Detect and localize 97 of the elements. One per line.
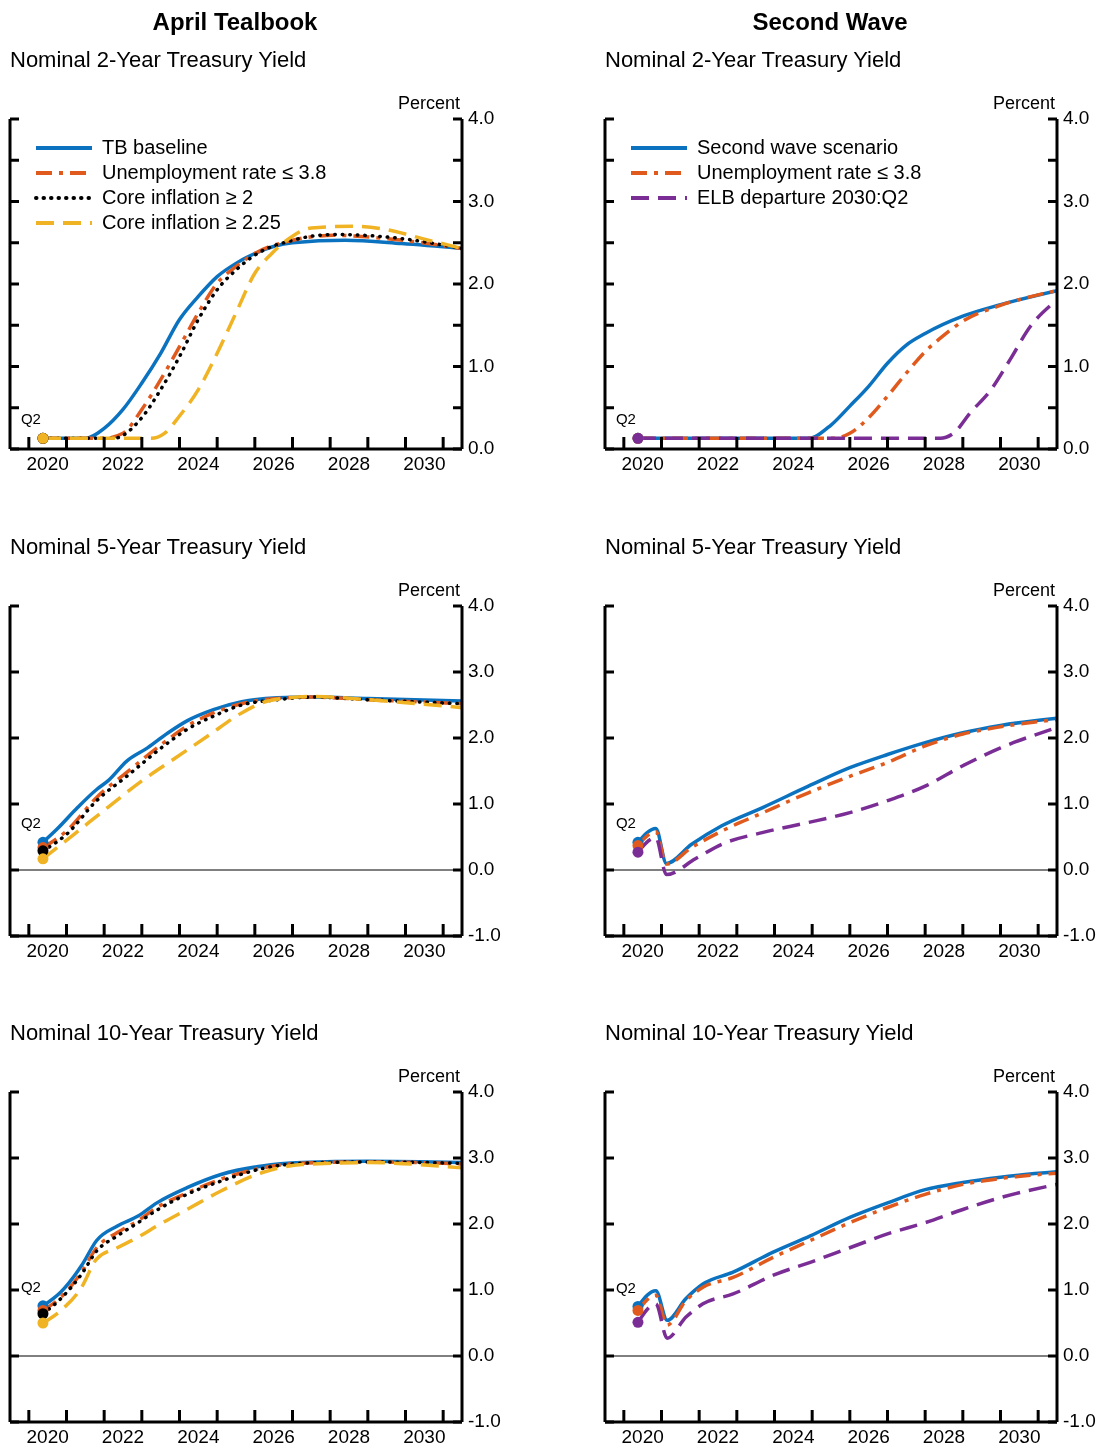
x-tick-label: 2022	[696, 453, 740, 474]
x-tick-label: 2024	[772, 940, 815, 961]
chart-title: Nominal 10-Year Treasury Yield	[605, 1020, 914, 1046]
x-tick-label: 2030	[403, 453, 446, 474]
y-tick-label: -1.0	[468, 1410, 501, 1432]
y-tick-label: -1.0	[1063, 924, 1096, 946]
y-tick-label: 1.0	[1063, 1278, 1090, 1300]
x-tick-label: 2022	[101, 453, 145, 474]
y-tick-label: 1.0	[468, 792, 495, 814]
legend-label: Unemployment rate ≤ 3.8	[697, 160, 922, 185]
chart-title: Nominal 5-Year Treasury Yield	[605, 534, 902, 560]
x-tick-label: 2028	[327, 1426, 371, 1447]
x-tick-label: 2022	[696, 1426, 740, 1447]
x-tick-label: 2024	[177, 453, 220, 474]
x-tick-label: 2020	[26, 1426, 69, 1447]
y-tick-label: 4.0	[1063, 107, 1090, 129]
x-tick-label: 2026	[252, 453, 295, 474]
y-tick-label: 2.0	[1063, 1212, 1090, 1234]
x-tick-label: 2022	[101, 1426, 145, 1447]
x-tick-label: 2024	[772, 1426, 815, 1447]
annotation: Q2	[20, 814, 41, 832]
y-tick-label: 1.0	[1063, 354, 1090, 376]
x-tick-label: 2020	[26, 940, 69, 961]
y-axis-title: Percent	[397, 1066, 460, 1087]
x-tick-label: 2026	[847, 940, 890, 961]
annotation: Q2	[615, 410, 636, 428]
y-tick-label: 1.0	[1063, 792, 1090, 814]
y-axis-title: Percent	[992, 580, 1055, 601]
y-tick-label: 1.0	[468, 1278, 495, 1300]
chart-title: Second Wave	[751, 8, 909, 36]
legend-label: TB baseline	[102, 135, 208, 160]
y-tick-label: 3.0	[1063, 1146, 1090, 1168]
x-tick-label: 2024	[772, 453, 815, 474]
y-tick-label: 0.0	[468, 437, 495, 459]
y-axis-title: Percent	[397, 580, 460, 601]
y-tick-label: 4.0	[1063, 1080, 1090, 1102]
legend-label: Core inflation ≥ 2	[102, 185, 254, 210]
x-tick-label: 2030	[998, 453, 1041, 474]
y-tick-label: 3.0	[468, 189, 495, 211]
x-tick-label: 2026	[252, 940, 295, 961]
y-tick-label: 2.0	[468, 1212, 495, 1234]
x-tick-label: 2026	[847, 1426, 890, 1447]
x-tick-label: 2028	[327, 453, 371, 474]
x-tick-label: 2030	[998, 940, 1041, 961]
x-tick-label: 2020	[26, 453, 69, 474]
annotation: Q2	[20, 1277, 41, 1295]
x-tick-label: 2020	[621, 940, 664, 961]
y-tick-label: 0.0	[1063, 437, 1090, 459]
legend-label: Second wave scenario	[697, 135, 899, 160]
y-tick-label: 0.0	[468, 858, 495, 880]
x-tick-label: 2028	[922, 1426, 966, 1447]
annotation: Q2	[20, 410, 41, 428]
chart-subtitle: Nominal 2-Year Treasury Yield	[10, 47, 307, 73]
x-tick-label: 2024	[177, 1426, 220, 1447]
x-tick-label: 2022	[696, 940, 740, 961]
chart-title: Nominal 5-Year Treasury Yield	[10, 534, 307, 560]
y-tick-label: 0.0	[1063, 858, 1090, 880]
legend-label: Core inflation ≥ 2.25	[102, 210, 281, 235]
y-tick-label: 2.0	[1063, 272, 1090, 294]
annotation: Q2	[615, 814, 636, 832]
y-tick-label: 0.0	[468, 1344, 495, 1366]
x-tick-label: 2030	[998, 1426, 1041, 1447]
y-tick-label: -1.0	[1063, 1410, 1096, 1432]
chart-title: Nominal 10-Year Treasury Yield	[10, 1020, 319, 1046]
y-tick-label: 1.0	[468, 354, 495, 376]
y-tick-label: 4.0	[1063, 594, 1090, 616]
chart-title: April Tealbook	[151, 8, 319, 36]
x-tick-label: 2030	[403, 1426, 446, 1447]
x-tick-label: 2030	[403, 940, 446, 961]
y-tick-label: 4.0	[468, 594, 495, 616]
x-tick-label: 2022	[101, 940, 145, 961]
x-tick-label: 2020	[621, 453, 664, 474]
x-tick-label: 2028	[327, 940, 371, 961]
y-axis-title: Percent	[397, 93, 460, 114]
x-tick-label: 2028	[922, 453, 966, 474]
y-axis-title: Percent	[992, 1066, 1055, 1087]
y-tick-label: 3.0	[468, 1146, 495, 1168]
x-tick-label: 2028	[922, 940, 966, 961]
y-tick-label: 4.0	[468, 107, 495, 129]
x-tick-label: 2020	[621, 1426, 664, 1447]
x-tick-label: 2026	[252, 1426, 295, 1447]
annotation: Q2	[615, 1278, 636, 1296]
y-tick-label: 2.0	[468, 726, 495, 748]
y-tick-label: 4.0	[468, 1080, 495, 1102]
x-tick-label: 2024	[177, 940, 220, 961]
legend-label: Unemployment rate ≤ 3.8	[102, 160, 327, 185]
chart-subtitle: Nominal 2-Year Treasury Yield	[605, 47, 902, 73]
y-tick-label: 3.0	[1063, 189, 1090, 211]
y-tick-label: -1.0	[468, 924, 501, 946]
y-tick-label: 3.0	[1063, 660, 1090, 682]
y-tick-label: 0.0	[1063, 1344, 1090, 1366]
y-tick-label: 2.0	[468, 272, 495, 294]
y-tick-label: 2.0	[1063, 726, 1090, 748]
y-tick-label: 3.0	[468, 660, 495, 682]
y-axis-title: Percent	[992, 93, 1055, 114]
x-tick-label: 2026	[847, 453, 890, 474]
legend-label: ELB departure 2030:Q2	[697, 185, 909, 210]
